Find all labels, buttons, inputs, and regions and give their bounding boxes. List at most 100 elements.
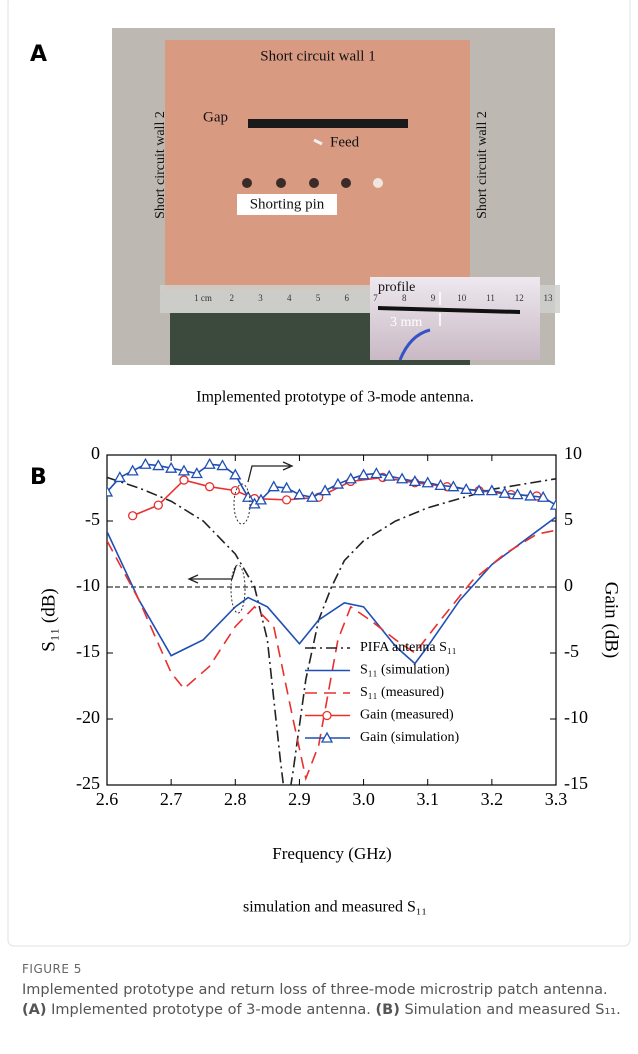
pin — [309, 178, 319, 188]
ruler-label: 5 — [316, 293, 321, 303]
caption-ref: (A) — [22, 1002, 47, 1018]
marker — [447, 480, 460, 492]
ruler-label: 6 — [345, 293, 350, 303]
marker — [306, 490, 319, 502]
ruler-label: 8 — [402, 293, 407, 303]
caption-text: Implemented prototype and return loss of… — [22, 982, 608, 998]
y2-tick-label: -5 — [564, 641, 579, 661]
panel-caption: Implemented prototype of 3-mode antenna. — [196, 389, 474, 406]
marker — [320, 731, 334, 743]
marker — [511, 488, 524, 500]
photo-label: Short circuit wall 1 — [260, 48, 375, 64]
marker — [408, 475, 421, 487]
photo-label: profile — [378, 280, 415, 295]
y-tick-label: -25 — [76, 773, 100, 793]
annotations — [187, 461, 294, 614]
marker — [204, 482, 215, 492]
marker — [460, 482, 473, 494]
y2-tick-label: -15 — [564, 773, 588, 793]
annotation-ellipse — [230, 564, 246, 614]
marker — [242, 490, 255, 502]
marker — [549, 498, 556, 510]
arrow-left — [187, 565, 237, 584]
panel-label: A — [30, 42, 47, 67]
legend-label: S₁₁ (measured) — [360, 685, 444, 700]
label-box — [237, 194, 337, 215]
marker — [281, 495, 292, 505]
marker — [472, 484, 486, 496]
marker — [318, 484, 332, 496]
x-tick-label: 3.2 — [481, 789, 504, 809]
marker — [216, 459, 229, 471]
ruler-label: 12 — [515, 293, 524, 303]
photo-label: 3 mm — [390, 315, 422, 330]
marker — [322, 710, 332, 721]
marker — [177, 464, 191, 476]
plot-frame — [106, 454, 557, 786]
marker — [267, 480, 280, 492]
marker — [152, 459, 165, 471]
copper-board — [165, 40, 470, 290]
pin — [242, 178, 252, 188]
photo-label: Short circuit wall 2 — [475, 111, 490, 219]
figure-caption: Implemented prototype and return loss of… — [22, 980, 622, 1020]
ruler-label: 11 — [486, 293, 495, 303]
marker — [113, 471, 126, 483]
marker — [331, 477, 345, 489]
photo-label: Gap — [203, 109, 228, 125]
plot-area — [107, 457, 556, 785]
marker — [126, 464, 139, 476]
legend-label: Gain (simulation) — [360, 730, 459, 745]
y2-tick-label: -10 — [564, 707, 588, 727]
y2-tick-label: 5 — [564, 509, 573, 529]
y-tick-label: 0 — [91, 443, 100, 463]
ruler-label: 4 — [287, 293, 292, 303]
marker — [229, 468, 242, 480]
y-tick-label: -10 — [76, 575, 100, 595]
x-tick-label: 2.8 — [224, 789, 247, 809]
pin — [373, 178, 383, 188]
marker — [179, 475, 189, 485]
series-line — [107, 476, 556, 785]
marker — [128, 511, 138, 521]
y2-axis-title: Gain (dB) — [601, 582, 622, 659]
x-axis-title: Frequency (GHz) — [272, 844, 391, 863]
x-tick-label: 3.3 — [545, 789, 568, 809]
photo: Short circuit wall 1 Short circuit wall … — [112, 28, 560, 365]
legend-label: Gain (measured) — [360, 708, 454, 723]
y-tick-label: -20 — [76, 707, 100, 727]
ruler-label: 7 — [373, 293, 378, 303]
ruler-label: 2 — [230, 293, 235, 303]
x-tick-label: 3.1 — [416, 789, 439, 809]
marker — [254, 493, 268, 505]
marker — [370, 467, 383, 479]
gap-slot — [248, 119, 408, 128]
caption-ref: (B) — [375, 1002, 400, 1018]
ruler-label: 1 cm — [194, 293, 212, 303]
profile-inset — [370, 277, 540, 360]
x-tick-label: 2.6 — [96, 789, 119, 809]
caption-text: Implemented prototype of 3-mode antenna. — [46, 1002, 376, 1018]
photo-label: Short circuit wall 2 — [153, 111, 168, 219]
ruler-label: 13 — [544, 293, 554, 303]
marker — [395, 472, 409, 484]
ruler-labels: 1 cm 2 3 4 5 6 7 8 9 10 11 12 13 — [194, 293, 553, 303]
panel-label: B — [30, 465, 47, 490]
panel-caption: simulation and measured S₁₁ — [243, 899, 427, 916]
y-axis-title: S₁₁ (dB) — [38, 588, 59, 651]
cable — [398, 328, 431, 361]
marker — [153, 500, 163, 510]
marker — [190, 467, 203, 479]
figure-frame — [7, 0, 631, 947]
marker — [537, 490, 550, 502]
marker — [421, 476, 434, 488]
ruler-label: 9 — [431, 293, 436, 303]
photo-label: Shorting pin — [250, 196, 325, 212]
legend-label: PIFA antenna S₁₁ — [360, 640, 457, 655]
series-line — [107, 529, 556, 782]
ruler-label: 3 — [258, 293, 263, 303]
pin — [276, 178, 286, 188]
marker — [524, 489, 537, 501]
ruler-label: 10 — [457, 293, 467, 303]
